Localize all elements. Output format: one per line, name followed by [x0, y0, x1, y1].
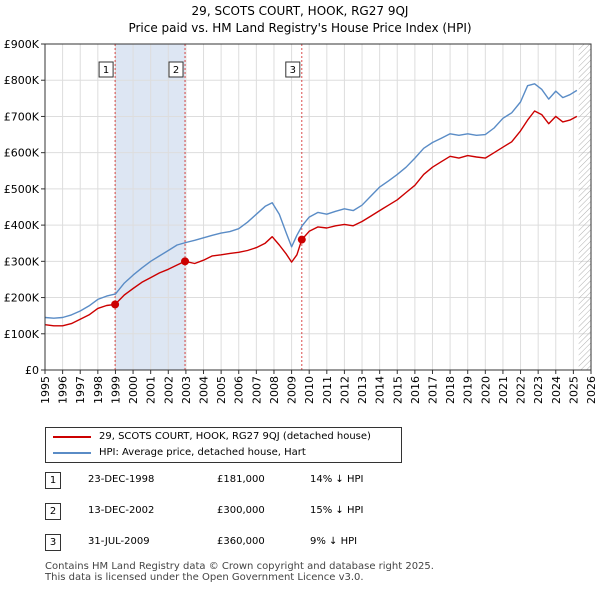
x-tick-label: 2009	[286, 376, 299, 404]
x-tick-label: 2024	[550, 376, 563, 404]
shaded-band	[115, 44, 186, 370]
sale-hpi-delta: 15% ↓ HPI	[310, 505, 364, 516]
x-tick-label: 2020	[479, 376, 492, 404]
y-tick-label: £800K	[4, 74, 40, 87]
x-tick-label: 2001	[145, 376, 158, 404]
chart-subtitle: Price paid vs. HM Land Registry's House …	[128, 21, 472, 35]
x-tick-label: 2006	[233, 376, 246, 404]
x-tick-label: 2019	[462, 376, 475, 404]
x-tick-label: 1995	[39, 376, 52, 404]
y-tick-label: £600K	[4, 147, 40, 160]
y-tick-label: £500K	[4, 183, 40, 196]
sale-date: 13-DEC-2002	[88, 505, 155, 516]
x-tick-label: 2003	[180, 376, 193, 404]
x-tick-label: 2026	[585, 376, 598, 404]
hpi-line	[44, 83, 578, 319]
forecast-hatch	[578, 44, 591, 370]
sale-point	[297, 235, 306, 244]
x-tick-label: 2004	[198, 376, 211, 404]
price-chart: 1 2 3 £0 £100K £200K £300K £400K £500K £600K £700…	[4, 38, 598, 404]
y-tick-label: £200K	[4, 292, 40, 305]
y-tick-label: £100K	[4, 328, 40, 341]
x-tick-label: 2002	[162, 376, 175, 404]
sale-point	[111, 300, 120, 309]
footer-licence: This data is licensed under the Open Gov…	[45, 572, 364, 583]
x-tick-label: 1999	[109, 376, 122, 404]
x-tick-label: 1997	[74, 376, 87, 404]
sale-price: £360,000	[217, 536, 265, 547]
x-tick-label: 1998	[92, 376, 105, 404]
legend-label-hpi: HPI: Average price, detached house, Hart	[99, 447, 306, 458]
x-tick-label: 2018	[444, 376, 457, 404]
x-tick-label: 2010	[303, 376, 316, 404]
x-tick-label: 2022	[515, 376, 528, 404]
x-tick-label: 2000	[127, 376, 140, 404]
legend-label-property: 29, SCOTS COURT, HOOK, RG27 9QJ (detache…	[99, 431, 371, 442]
x-tick-label: 2012	[338, 376, 351, 404]
sale-number-badge: 1	[45, 472, 61, 489]
x-tick-label: 2014	[374, 376, 387, 404]
sale-point	[181, 257, 190, 266]
sale-date: 23-DEC-1998	[88, 474, 155, 485]
plot-frame	[44, 43, 592, 371]
sale-badge-box	[98, 61, 114, 78]
chart-title: 29, SCOTS COURT, HOOK, RG27 9QJ	[191, 4, 409, 18]
footer: Contains HM Land Registry data © Crown c…	[45, 561, 434, 583]
x-tick-label: 1996	[57, 376, 70, 404]
x-tick-label: 2016	[409, 376, 422, 404]
sale-date: 31-JUL-2009	[88, 536, 150, 547]
sale-badge-label: 2	[173, 65, 179, 76]
y-tick-label: £400K	[4, 219, 40, 232]
legend-swatch-property	[53, 436, 91, 438]
legend-swatch-hpi	[53, 452, 91, 454]
x-tick-label: 2013	[356, 376, 369, 404]
sale-badge-box	[168, 61, 184, 78]
sale-badge-label: 1	[103, 65, 109, 76]
property-price-line	[44, 110, 578, 327]
y-tick-label: £900K	[4, 38, 40, 51]
x-tick-label: 2017	[426, 376, 439, 404]
y-tick-label: £0	[25, 364, 39, 377]
footer-copyright: Contains HM Land Registry data © Crown c…	[45, 561, 434, 572]
sale-hpi-delta: 9% ↓ HPI	[310, 536, 358, 547]
x-tick-label: 2025	[567, 376, 580, 404]
x-tick-label: 2005	[215, 376, 228, 404]
y-tick-label: £300K	[4, 255, 40, 268]
y-tick-label: £700K	[4, 110, 40, 123]
legend: 29, SCOTS COURT, HOOK, RG27 9QJ (detache…	[45, 427, 402, 463]
sale-number-badge: 2	[45, 503, 61, 520]
x-tick-label: 2021	[497, 376, 510, 404]
x-tick-label: 2015	[391, 376, 404, 404]
sale-badge-label: 3	[290, 65, 296, 76]
x-tick-label: 2023	[532, 376, 545, 404]
sale-price: £181,000	[217, 474, 265, 485]
sale-price: £300,000	[217, 505, 265, 516]
x-tick-label: 2011	[321, 376, 334, 404]
x-tick-label: 2008	[268, 376, 281, 404]
sale-hpi-delta: 14% ↓ HPI	[310, 474, 364, 485]
x-tick-label: 2007	[250, 376, 263, 404]
sale-number-badge: 3	[45, 534, 61, 551]
sale-badge-box	[285, 61, 301, 78]
